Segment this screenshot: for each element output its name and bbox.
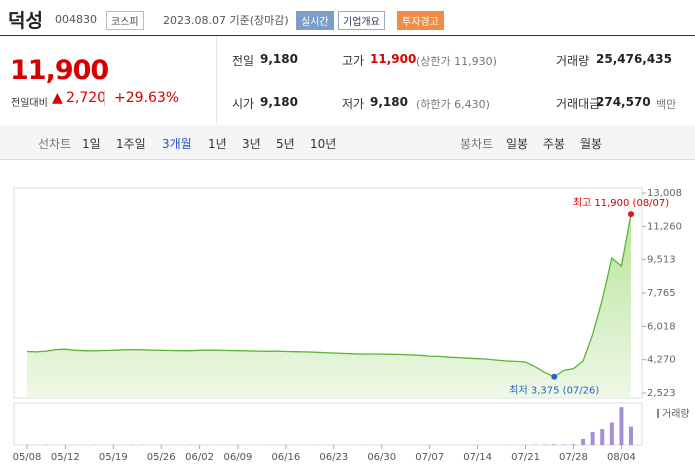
volume-bar: [590, 431, 595, 445]
period-tab[interactable]: 1년: [208, 137, 227, 151]
period-tab[interactable]: 1주일: [116, 137, 146, 151]
stock-code: 004830: [55, 13, 97, 26]
volume-bar: [552, 444, 557, 445]
period-tab[interactable]: 5년: [276, 137, 295, 151]
stat-value: 25,476,435: [596, 52, 672, 66]
x-tick-label: 07/28: [559, 452, 588, 463]
x-tick-label: 05/19: [99, 452, 128, 463]
x-tick-label: 07/07: [415, 452, 444, 463]
stock-name: 덕성: [8, 10, 43, 32]
low-marker: [551, 373, 558, 380]
stat-value: 11,900: [370, 52, 417, 66]
y-tick-label: 6,018: [647, 321, 676, 332]
volume-bar: [619, 407, 624, 445]
volume-bar: [571, 444, 576, 445]
stat-label: 시가: [232, 97, 255, 111]
candle-tab[interactable]: 주봉: [543, 137, 566, 151]
tab-label: 봉차트: [460, 137, 494, 151]
y-tick-label: 13,008: [647, 188, 682, 199]
tab-label: 선차트: [38, 137, 72, 151]
candle-tab[interactable]: 월봉: [580, 137, 603, 151]
change-label: 전일대비: [11, 98, 48, 109]
period-tab[interactable]: 3개월: [162, 137, 192, 151]
period-tab[interactable]: 10년: [310, 137, 337, 151]
x-tick-label: 06/02: [185, 452, 214, 463]
volume-bar: [581, 438, 586, 445]
high-marker: [628, 211, 634, 218]
x-tick-label: 06/23: [319, 452, 348, 463]
divider: [104, 90, 105, 106]
stat-note: (하한가 6,430): [416, 98, 490, 111]
stat-label: 전일: [232, 54, 255, 68]
x-tick-label: 06/09: [224, 452, 253, 463]
current-price: 11,900: [10, 55, 109, 86]
stat-value: 9,180: [260, 95, 298, 109]
volume-legend-swatch: [657, 409, 659, 418]
chart: 2,523 4,270 6,018 7,765 9,513 11,260 13,008 05/…: [13, 187, 690, 463]
x-tick-label: 07/21: [511, 452, 540, 463]
stat-label: 고가: [342, 54, 365, 68]
y-tick-label: 9,513: [647, 255, 676, 266]
volume-bar: [629, 426, 633, 445]
date: 2023.08.07 기준(장마감): [163, 14, 289, 27]
volume-border: [13, 402, 643, 446]
company-tag[interactable]: 기업개요: [338, 11, 385, 30]
x-tick-label: 05/12: [51, 452, 80, 463]
x-tick-label: 05/26: [147, 452, 176, 463]
volume-legend: 거래량: [662, 408, 690, 420]
volume-bar: [609, 422, 614, 445]
period-tab[interactable]: 1일: [82, 137, 101, 151]
x-tick-label: 07/14: [463, 452, 492, 463]
stat-value: 9,180: [260, 52, 298, 66]
price-line: [26, 213, 632, 378]
stat-value: 274,570: [596, 95, 651, 109]
x-tick-label: 06/30: [367, 452, 396, 463]
stat-note: 백만: [656, 98, 677, 111]
volume-bar: [600, 429, 605, 445]
x-tick-label: 08/04: [607, 452, 636, 463]
y-tick-label: 11,260: [647, 221, 682, 232]
y-tick-label: 4,270: [647, 355, 676, 366]
realtime-tag[interactable]: 실시간: [296, 11, 334, 30]
x-tick-label: 05/08: [13, 452, 42, 463]
y-tick-label: 7,765: [647, 288, 676, 299]
y-tick-label: 2,523: [647, 388, 676, 399]
volume-bar: [561, 444, 566, 445]
stat-label: 거래대금: [556, 97, 601, 111]
stat-note: (상한가 11,930): [416, 55, 497, 68]
stat-label: 거래량: [556, 54, 590, 68]
market-tag: 코스피: [106, 11, 144, 30]
divider: [216, 36, 217, 124]
tab-bar: [0, 125, 695, 160]
period-tab[interactable]: 3년: [242, 137, 261, 151]
stat-value: 9,180: [370, 95, 408, 109]
change-pct: +29.63%: [114, 90, 180, 106]
candle-tab[interactable]: 일봉: [506, 137, 529, 151]
x-tick-label: 06/16: [271, 452, 300, 463]
high-annotation: 최고 11,900 (08/07): [573, 197, 669, 209]
stat-label: 저가: [342, 97, 365, 111]
change: 2,720: [66, 90, 107, 106]
low-annotation: 최저 3,375 (07/26): [509, 385, 599, 397]
warning-tag: 투자경고: [397, 11, 444, 30]
change-arrow: ▲: [52, 90, 63, 106]
